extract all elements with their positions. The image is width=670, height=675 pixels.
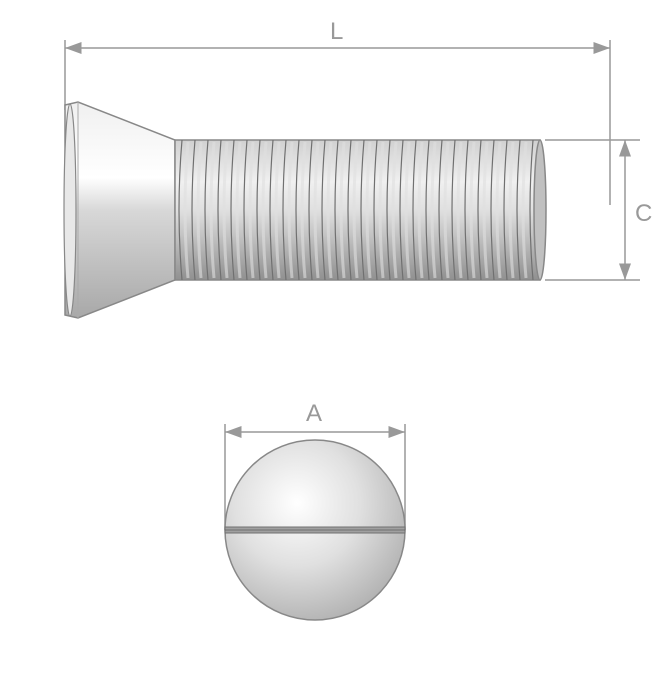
label-c: C [635, 200, 652, 228]
diagram-svg [0, 0, 670, 670]
label-l: L [330, 18, 343, 46]
dimension-c [545, 140, 640, 280]
screw-side-view [64, 102, 546, 318]
screw-diagram: L C A [0, 0, 670, 670]
screw-top-view [225, 440, 405, 620]
label-a: A [306, 400, 322, 428]
